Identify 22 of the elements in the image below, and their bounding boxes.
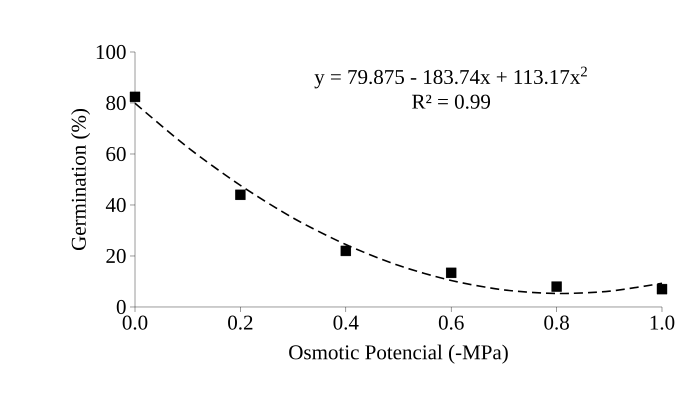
y-tick-label: 20 xyxy=(106,248,126,264)
x-tick-label: 0.0 xyxy=(122,316,148,330)
x-tick-label: 0.6 xyxy=(438,316,464,330)
x-tick-label: 1.0 xyxy=(650,316,674,330)
y-tick-label: 0 xyxy=(116,300,126,314)
y-tick-label: 80 xyxy=(106,96,126,110)
point xyxy=(130,92,140,102)
point xyxy=(235,190,246,200)
annotation: R² = 0.99 xyxy=(412,94,490,109)
point xyxy=(656,284,668,294)
y-tick-label: 60 xyxy=(106,146,126,162)
x-tick-label: 0.2 xyxy=(228,316,252,330)
annotation: y = 79.875 - 183.74x + 113.17x$^{2}$ xyxy=(314,66,587,88)
point xyxy=(446,268,456,278)
y-axis-title: Germination (%) xyxy=(71,108,90,250)
y-tick-label: 100 xyxy=(96,44,126,60)
y-tick-label: 40 xyxy=(106,198,126,212)
point xyxy=(340,246,351,256)
point xyxy=(551,281,562,292)
x-axis-title: Osmotic Potencial (-MPa) xyxy=(289,344,508,364)
x-tick-label: 0.4 xyxy=(333,316,359,330)
x-tick-label: 0.8 xyxy=(544,316,569,330)
